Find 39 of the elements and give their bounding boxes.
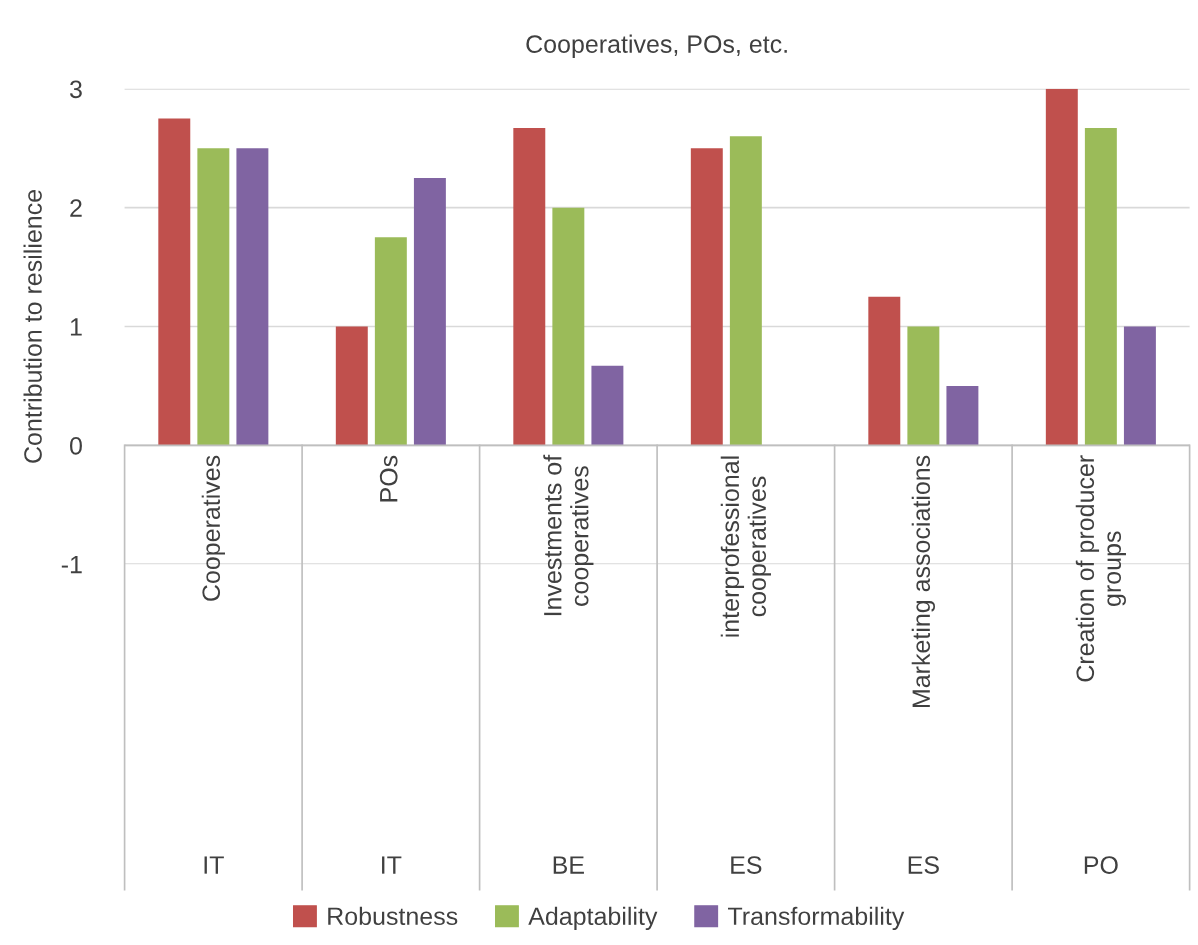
y-tick-label: 3 [69,80,82,99]
text: IT [382,856,402,874]
x-tick-label: Marketing associations [911,455,936,708]
bar [1084,128,1117,446]
bar [907,326,940,446]
text: BE [553,856,584,874]
x-tick-label: Investments of cooperatives [543,454,594,616]
bar [1045,88,1078,446]
y-tick-label: 2 [70,199,82,217]
text: IT [204,856,224,874]
y-tick-label: 0 [70,436,82,455]
bar [868,296,901,446]
bar [729,136,762,446]
bar [591,365,624,446]
bar [1123,326,1156,446]
x-tick-label: Cooperatives [201,455,225,601]
text: PO [1084,856,1118,874]
y-axis-title: Contribution to resilience [23,190,42,463]
bar [552,207,585,446]
x-tick-label: interprofessional cooperatives [720,456,771,637]
legend-label: Adaptability [528,906,658,931]
x-tick-label: POs [379,455,398,502]
x-tick-label: Creation of producer groups [1075,455,1126,682]
text: ES [908,856,939,874]
bar [690,148,723,446]
y-tick-label: 1 [70,318,82,336]
legend-label: Robustness [328,906,458,926]
bar [197,148,230,446]
bar [158,118,191,446]
chart-title: Cooperatives, POs, etc. [526,34,787,58]
legend-label: Transformability [728,906,905,931]
bar [374,237,407,446]
bar [946,385,979,446]
text: ES [731,856,762,874]
y-tick-label: -1 [61,556,82,574]
bar [335,326,368,446]
bar [513,128,546,446]
bar [413,177,446,446]
bar [236,148,269,446]
